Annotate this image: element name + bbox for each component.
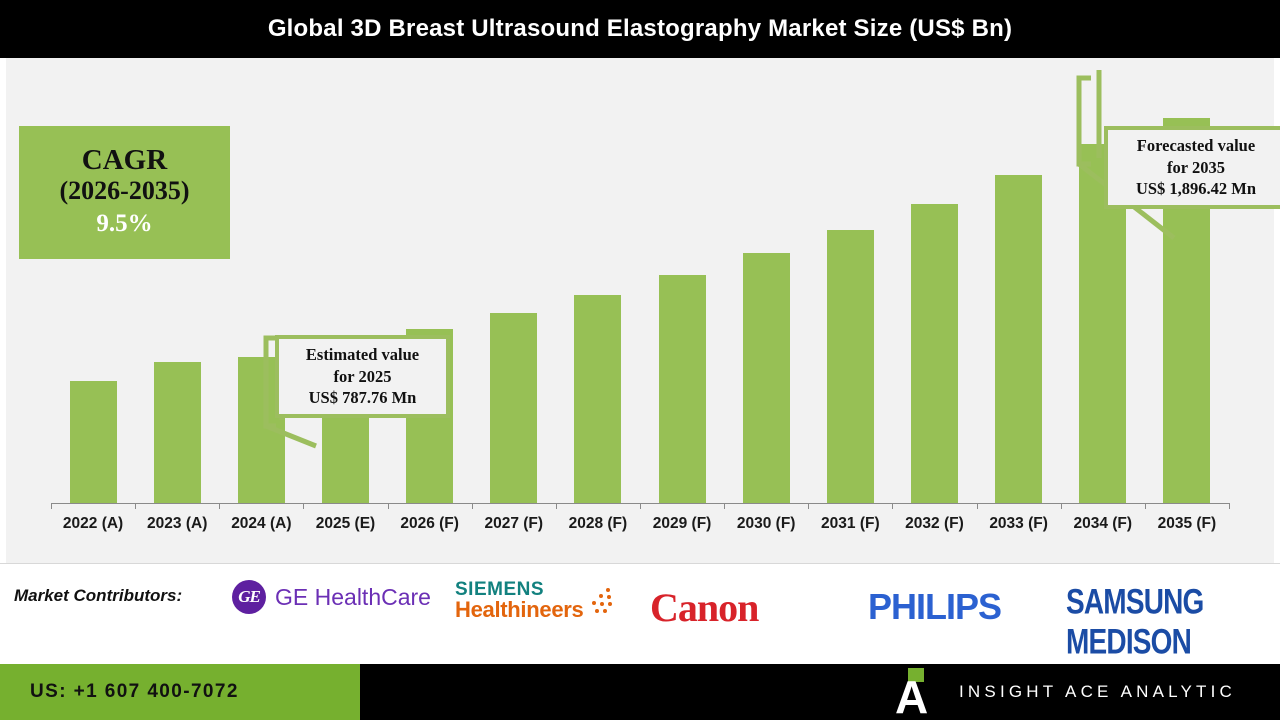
axis-tick	[976, 503, 978, 509]
x-label-2028F: 2028 (F)	[568, 515, 628, 532]
market-contributors-strip: Market Contributors: GE GE HealthCare SI…	[0, 563, 1280, 663]
logo-ge-healthcare: GE GE HealthCare	[232, 580, 431, 614]
bar-2028F	[574, 295, 622, 503]
axis-tick	[808, 503, 810, 509]
axis-tick	[471, 503, 473, 509]
forecast-value-callout: Forecasted value for 2035 US$ 1,896.42 M…	[1104, 126, 1280, 209]
x-label-2031F: 2031 (F)	[821, 515, 880, 532]
logo-samsung-medison: SAMSUNG MEDISON	[1066, 582, 1280, 661]
footer-contact-block: US: +1 607 400-7072	[0, 664, 360, 720]
axis-tick	[135, 503, 137, 509]
x-label-2030F: 2030 (F)	[736, 515, 796, 532]
axis-tick	[892, 503, 894, 509]
ge-monogram-icon: GE	[232, 580, 266, 614]
cagr-label: CAGR	[81, 143, 168, 176]
footer-phone[interactable]: US: +1 607 400-7072	[30, 681, 239, 702]
ge-healthcare-wordmark: GE HealthCare	[275, 583, 431, 610]
cagr-period: (2026-2035)	[59, 176, 190, 206]
philips-wordmark: PHILIPS	[868, 586, 1002, 627]
axis-tick	[1229, 503, 1230, 509]
brand-name: INSIGHT ACE ANALYTIC	[959, 682, 1237, 701]
x-label-2034F: 2034 (F)	[1073, 515, 1133, 532]
page-title: Global 3D Breast Ultrasound Elastography…	[267, 15, 1013, 42]
estimated-callout-line2: for 2025	[333, 366, 392, 386]
axis-tick	[1144, 503, 1146, 509]
contributors-label: Market Contributors:	[14, 586, 183, 605]
axis-tick	[51, 503, 52, 509]
canon-wordmark: Canon	[650, 585, 759, 630]
axis-tick	[387, 503, 389, 509]
logo-accent-square	[908, 668, 924, 682]
estimated-callout-line3: US$ 787.76 Mn	[308, 388, 417, 408]
axis-tick	[303, 503, 305, 509]
x-label-2026F: 2026 (F)	[400, 515, 459, 532]
brand-block: A INSIGHT ACE ANALYTIC	[895, 664, 1236, 720]
forecast-callout-line1: Forecasted value	[1136, 135, 1256, 155]
logo-philips: PHILIPS	[868, 586, 1002, 628]
cagr-value: 9.5%	[96, 209, 153, 237]
bar-2022A	[69, 381, 117, 503]
bar-2030F	[742, 253, 790, 503]
estimated-value-callout: Estimated value for 2025 US$ 787.76 Mn	[275, 335, 450, 418]
healthineers-wordmark: Healthineers	[455, 597, 584, 622]
siemens-wordmark: SIEMENS	[455, 579, 545, 600]
axis-tick	[724, 503, 726, 509]
forecast-callout-line2: for 2035	[1167, 157, 1225, 177]
estimated-callout-line1: Estimated value	[305, 344, 420, 364]
axis-tick	[1060, 503, 1062, 509]
cagr-badge: CAGR (2026-2035) 9.5%	[19, 126, 230, 259]
logo-letter-a: A	[895, 671, 929, 720]
title-bar: Global 3D Breast Ultrasound Elastography…	[0, 0, 1280, 58]
logo-siemens-healthineers: SIEMENS Healthineers	[455, 580, 614, 621]
bar-2033F	[995, 175, 1043, 503]
x-label-2025E: 2025 (E)	[315, 515, 376, 532]
x-label-2023A: 2023 (A)	[147, 515, 208, 532]
x-label-2027F: 2027 (F)	[484, 515, 544, 532]
bar-2031F	[826, 230, 874, 503]
samsung-medison-wordmark: SAMSUNG MEDISON	[1066, 582, 1204, 661]
healthineers-dots-icon	[588, 586, 614, 616]
axis-tick	[640, 503, 641, 509]
bar-2023A	[153, 362, 201, 503]
bar-2027F	[490, 313, 538, 503]
bar-2029F	[658, 275, 706, 503]
x-label-2029F: 2029 (F)	[652, 515, 712, 532]
insightace-logo-icon: A	[895, 668, 941, 720]
chart-panel: 2022 (A) 2023 (A) 2024 (A) 2025 (E) 2026 (F)…	[0, 58, 1280, 563]
x-label-2022A: 2022 (A)	[62, 515, 124, 532]
forecast-callout-line3: US$ 1,896.42 Mn	[1135, 179, 1257, 199]
footer-bar: US: +1 607 400-7072 A INSIGHT ACE ANALYT…	[0, 664, 1280, 720]
axis-tick	[555, 503, 557, 509]
logo-canon: Canon	[650, 584, 759, 631]
x-label-2032F: 2032 (F)	[905, 515, 964, 532]
x-label-2035F: 2035 (F)	[1157, 515, 1217, 532]
x-axis-labels: 2022 (A) 2023 (A) 2024 (A) 2025 (E) 2026 (F)…	[51, 515, 1229, 545]
bar-2032F	[910, 204, 959, 503]
x-label-2033F: 2033 (F)	[989, 515, 1048, 532]
axis-tick	[219, 503, 221, 509]
x-label-2024A: 2024 (A)	[231, 515, 292, 532]
